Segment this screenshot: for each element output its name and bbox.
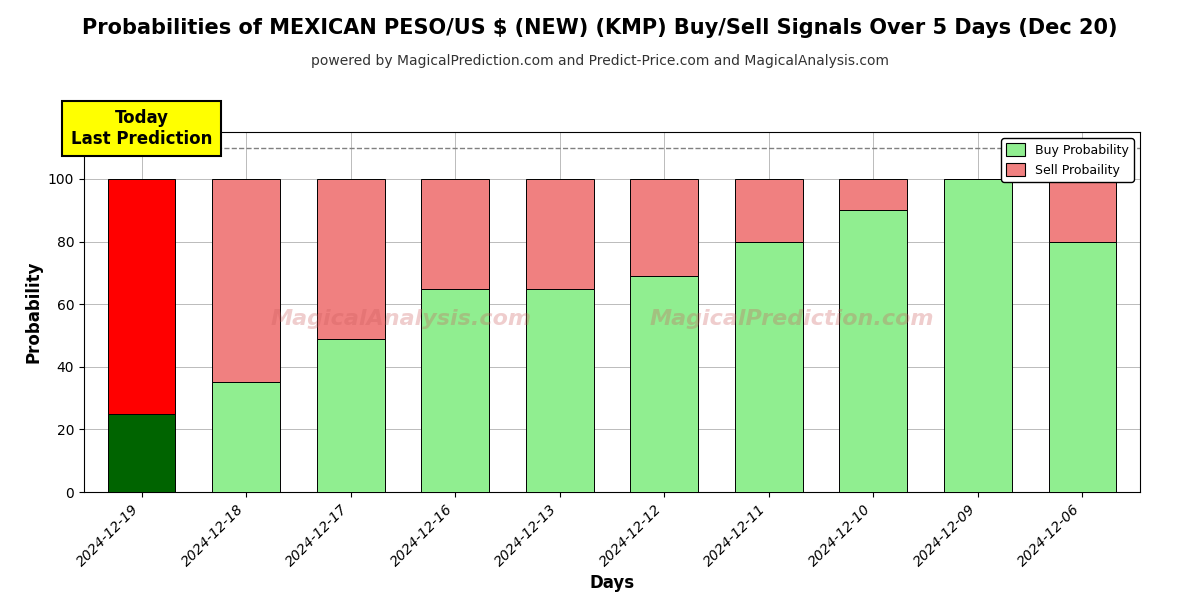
Legend: Buy Probability, Sell Probaility: Buy Probability, Sell Probaility [1001,138,1134,182]
Bar [734,242,803,492]
X-axis label: Days: Days [589,574,635,592]
Bar [526,179,594,289]
Bar [840,179,907,210]
Bar [1049,242,1116,492]
Bar [108,179,175,414]
Bar [421,289,490,492]
Text: powered by MagicalPrediction.com and Predict-Price.com and MagicalAnalysis.com: powered by MagicalPrediction.com and Pre… [311,54,889,68]
Text: MagicalPrediction.com: MagicalPrediction.com [649,309,934,329]
Y-axis label: Probability: Probability [24,261,42,363]
Bar [630,179,698,276]
Bar [840,210,907,492]
Text: Today
Last Prediction: Today Last Prediction [71,109,212,148]
Bar [212,382,280,492]
Bar [734,179,803,242]
Bar [317,179,384,338]
Bar [421,179,490,289]
Bar [108,414,175,492]
Bar [944,179,1012,492]
Bar [212,179,280,382]
Text: Probabilities of MEXICAN PESO/US $ (NEW) (KMP) Buy/Sell Signals Over 5 Days (Dec: Probabilities of MEXICAN PESO/US $ (NEW)… [83,18,1117,38]
Bar [317,338,384,492]
Bar [1049,179,1116,242]
Bar [630,276,698,492]
Bar [526,289,594,492]
Text: MagicalAnalysis.com: MagicalAnalysis.com [270,309,532,329]
